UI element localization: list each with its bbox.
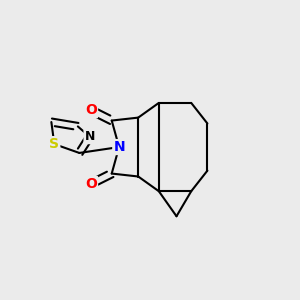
Text: N: N: [113, 140, 125, 154]
Text: O: O: [85, 177, 97, 191]
Text: N: N: [85, 130, 95, 143]
Text: S: S: [49, 137, 59, 151]
Text: O: O: [85, 103, 97, 117]
